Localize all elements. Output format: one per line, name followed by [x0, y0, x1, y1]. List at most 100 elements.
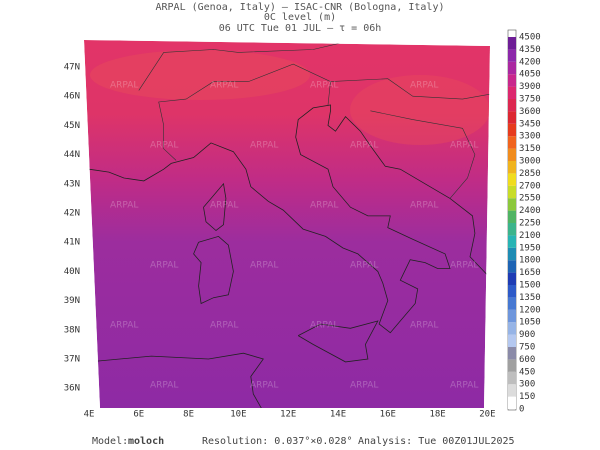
- colorbar-label: 900: [519, 330, 535, 340]
- lat-label: 38N: [64, 325, 80, 335]
- lon-label: 4E: [84, 410, 95, 420]
- colorbar-band: [508, 173, 516, 186]
- coastline: [203, 182, 227, 232]
- lon-label: 18E: [429, 410, 445, 420]
- colorbar-band: [508, 371, 516, 385]
- resolution: Resolution: 0.037°×0.028°: [202, 436, 353, 447]
- field-patch: [90, 50, 310, 100]
- model-label: Model:: [92, 436, 128, 447]
- colorbar-band: [508, 260, 516, 273]
- colorbar-label: 600: [519, 355, 535, 365]
- lat-label: 41N: [64, 238, 80, 248]
- colorbar-label: 1350: [519, 293, 541, 303]
- colorbar-band: [508, 61, 516, 75]
- colorbar-label: 2700: [519, 181, 541, 191]
- colorbar-band: [508, 272, 516, 285]
- lon-label: 8E: [183, 410, 194, 420]
- lat-label: 42N: [64, 209, 80, 219]
- lat-label: 37N: [64, 355, 80, 365]
- lon-label: 12E: [280, 410, 296, 420]
- lat-label: 47N: [64, 63, 80, 73]
- colorbar-band: [508, 148, 516, 161]
- colorbar-label: 2850: [519, 169, 541, 179]
- colorbar-band: [508, 285, 516, 298]
- lat-label: 46N: [64, 92, 80, 102]
- coastline: [297, 320, 379, 363]
- axes: 47N 46N 45N 44N 43N 42N 41N 40N 39N 38N 37N 36N 4E 6E…: [64, 63, 496, 420]
- border: [158, 63, 331, 161]
- colorbar-band: [508, 99, 516, 112]
- field: [84, 40, 490, 408]
- analysis: Analysis: Tue 00Z01JUL2025: [358, 436, 515, 447]
- colorbar-band: [508, 235, 516, 248]
- coastline: [88, 104, 490, 334]
- colorbar-band: [508, 198, 516, 211]
- watermark: ARPAL: [250, 141, 278, 151]
- watermark: ARPAL: [110, 201, 138, 211]
- colorbar-label: 3300: [519, 132, 541, 142]
- lon-label: 16E: [380, 410, 396, 420]
- colorbar-label: 2400: [519, 206, 541, 216]
- border: [138, 40, 413, 91]
- colorbar-label: 3450: [519, 119, 541, 129]
- colorbar-label: 2550: [519, 194, 541, 204]
- colorbar: 0 150 300 450 600 750 900 1050 1200 1350 1500 1650 1…: [508, 33, 541, 415]
- watermarks: ARPAL ARPAL ARPAL ARPAL ARPAL ARPAL ARPAL ARPAL…: [110, 81, 478, 391]
- watermark: ARPAL: [350, 141, 378, 151]
- colorbar-band: [508, 49, 516, 62]
- watermark: ARPAL: [450, 261, 478, 271]
- colorbar-label: 3600: [519, 107, 541, 117]
- watermark: ARPAL: [250, 381, 278, 391]
- colorbar-band: [508, 334, 516, 347]
- watermark: ARPAL: [110, 321, 138, 331]
- watermark: ARPAL: [310, 321, 338, 331]
- lon-label: 10E: [230, 410, 246, 420]
- watermark: ARPAL: [210, 321, 238, 331]
- subtitle: 0C level (m): [264, 12, 336, 23]
- watermark: ARPAL: [310, 201, 338, 211]
- colorbar-label: 1950: [519, 243, 541, 253]
- field-patch: [350, 75, 490, 145]
- watermark: ARPAL: [210, 81, 238, 91]
- watermark: ARPAL: [450, 141, 478, 151]
- watermark: ARPAL: [410, 321, 438, 331]
- colorbar-label: 150: [519, 392, 535, 402]
- colorbar-band: [508, 161, 516, 174]
- colorbar-band: [508, 309, 516, 323]
- colorbar-label: 3750: [519, 95, 541, 105]
- colorbar-band: [508, 247, 516, 261]
- colorbar-label: 3900: [519, 82, 541, 92]
- colorbar-band: [508, 123, 516, 137]
- watermark: ARPAL: [350, 261, 378, 271]
- colorbar-label: 3000: [519, 157, 541, 167]
- colorbar-label: 1650: [519, 268, 541, 278]
- colorbar-band: [508, 396, 516, 409]
- colorbar-band: [508, 37, 516, 50]
- watermark: ARPAL: [250, 261, 278, 271]
- colorbar-band: [508, 136, 516, 149]
- colorbar-label: 4200: [519, 57, 541, 67]
- colorbar-label: 2250: [519, 219, 541, 229]
- colorbar-band: [508, 86, 516, 99]
- colorbar-label: 4350: [519, 45, 541, 55]
- watermark: ARPAL: [110, 81, 138, 91]
- colorbar-band: [508, 359, 516, 372]
- colorbar-band: [508, 297, 516, 310]
- watermark: ARPAL: [450, 381, 478, 391]
- watermark: ARPAL: [150, 141, 178, 151]
- colorbar-label: 2100: [519, 231, 541, 241]
- coastlines: [88, 40, 490, 408]
- colorbar-label: 1500: [519, 281, 541, 291]
- border: [370, 110, 476, 199]
- colorbar-band: [508, 74, 516, 87]
- colorbar-band: [508, 322, 516, 335]
- watermark: ARPAL: [310, 81, 338, 91]
- lat-label: 45N: [64, 121, 80, 131]
- colorbar-label: 750: [519, 343, 535, 353]
- coastline: [88, 352, 264, 408]
- lat-label: 43N: [64, 179, 80, 189]
- colorbar-label: 1050: [519, 318, 541, 328]
- colorbar-label: 300: [519, 380, 535, 390]
- map: ARPAL ARPAL ARPAL ARPAL ARPAL ARPAL ARPAL ARPAL…: [84, 40, 490, 408]
